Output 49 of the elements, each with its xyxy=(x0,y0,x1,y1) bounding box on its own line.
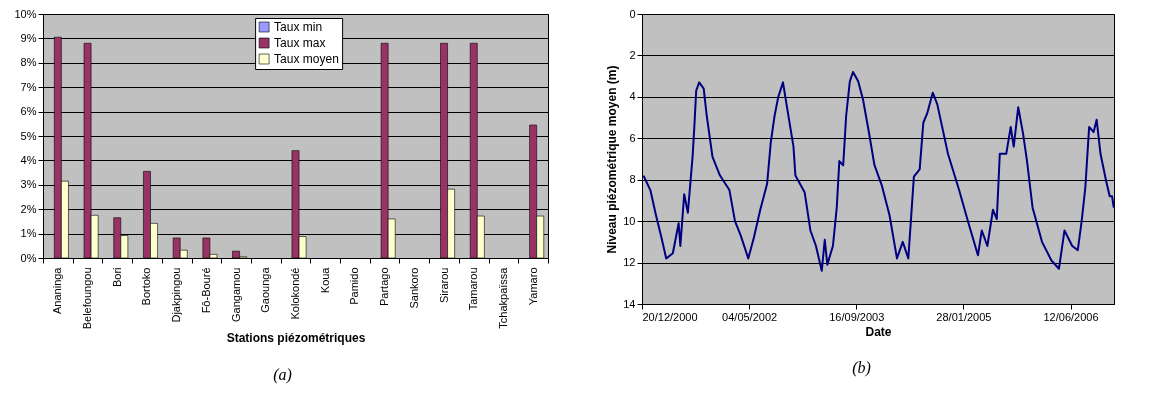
x-tick-label: Bori xyxy=(110,267,123,288)
text: (a) xyxy=(273,366,292,384)
x-tick-label: 28/01/2005 xyxy=(935,310,991,323)
x-axis-title: Stations piézométriques xyxy=(226,331,366,346)
x-tick-label: Koua xyxy=(318,266,331,294)
x-tick-label: Belefoungou xyxy=(80,267,93,330)
y-tick-label: 4% xyxy=(20,153,37,166)
y-tick-label: 10% xyxy=(13,7,37,20)
y-tick-label: 10 xyxy=(622,214,635,227)
x-tick-label: 12/06/2006 xyxy=(1042,310,1099,323)
y-tick-label: 8% xyxy=(20,56,37,69)
legend-label: Taux moyen xyxy=(273,52,339,66)
text: (b) xyxy=(852,359,871,377)
y-tick-label: 5% xyxy=(20,129,37,142)
y-tick-label: 4 xyxy=(628,90,635,103)
legend-label: Taux max xyxy=(273,36,325,50)
y-tick-label: 7% xyxy=(20,80,37,93)
x-tick-label: 16/09/2003 xyxy=(828,310,884,323)
x-tick-label: Fô-Bouré xyxy=(199,267,212,314)
x-tick-label: Gangamou xyxy=(229,267,242,322)
y-tick-label: 14 xyxy=(622,297,635,310)
x-tick-label: Djakpingou xyxy=(169,267,182,323)
y-tick-label: 3% xyxy=(20,178,37,191)
x-tick-label: Yamaro xyxy=(526,267,539,306)
x-tick-label: Kolokondé xyxy=(288,267,301,320)
x-tick-label: Tchakpaïssa xyxy=(496,266,509,329)
legend-label: Taux min xyxy=(273,20,322,34)
x-axis-title: Date xyxy=(864,324,892,339)
y-tick-label: 0 xyxy=(628,7,635,20)
x-tick-label: Bortoko xyxy=(139,267,152,306)
y-tick-label: 0% xyxy=(20,251,37,264)
x-tick-label: Gaounga xyxy=(258,266,271,313)
y-tick-label: 6% xyxy=(20,105,37,118)
y-tick-label: 6 xyxy=(628,131,635,144)
x-tick-label: 04/05/2002 xyxy=(721,310,777,323)
y-tick-label: 1% xyxy=(20,227,37,240)
y-tick-label: 2% xyxy=(20,202,37,215)
x-tick-label: Sirarou xyxy=(437,267,450,303)
y-tick-label: 8 xyxy=(628,173,635,186)
x-tick-label: Sankoro xyxy=(407,267,420,309)
x-tick-label: Pamido xyxy=(347,267,360,305)
y-tick-label: 12 xyxy=(622,256,635,269)
x-tick-label: Tamarou xyxy=(466,267,479,311)
x-tick-label: Ananinga xyxy=(50,266,63,314)
y-tick-label: 9% xyxy=(20,31,37,44)
x-tick-label: 20/12/2000 xyxy=(642,310,698,323)
y-tick-label: 2 xyxy=(628,48,635,61)
y-axis-title: Niveau piézométrique moyen (m) xyxy=(604,65,619,254)
x-tick-label: Partago xyxy=(377,267,390,307)
